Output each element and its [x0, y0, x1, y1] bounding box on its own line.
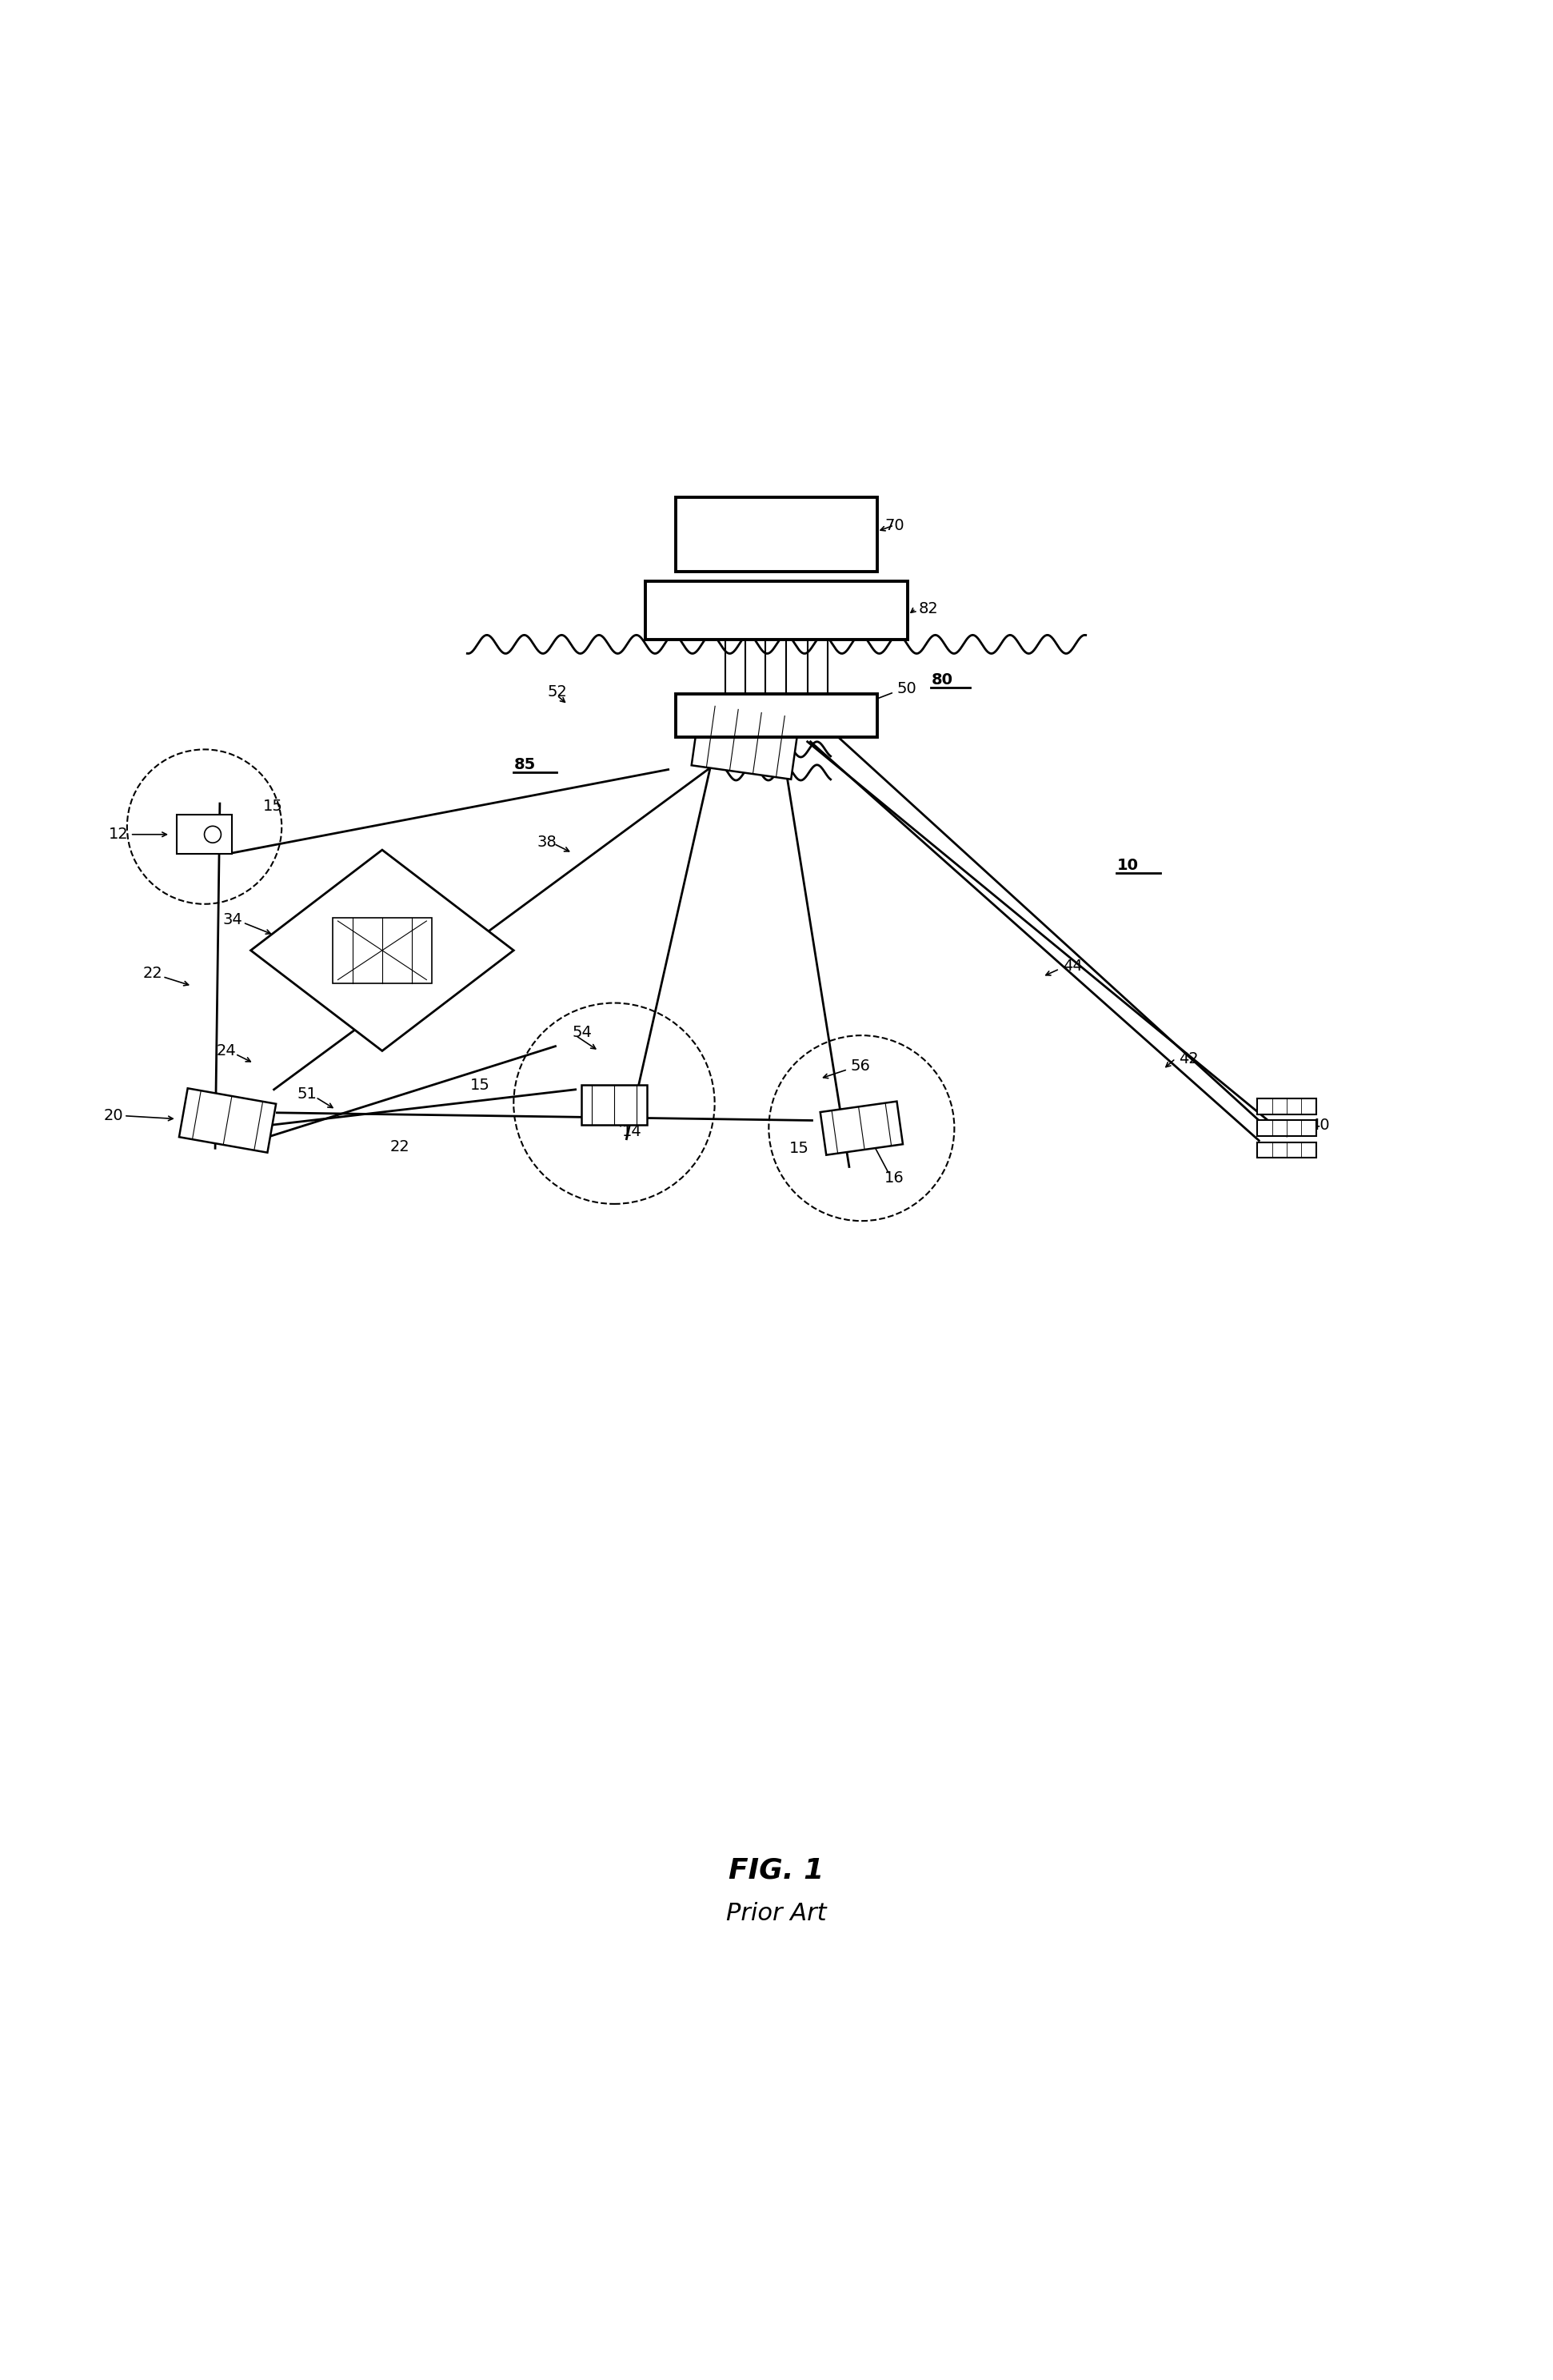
Text: 16: 16	[885, 1171, 904, 1185]
Bar	[676, 497, 877, 571]
Text: FIG. 1: FIG. 1	[728, 1856, 825, 1885]
Text: 40: 40	[1311, 1119, 1329, 1133]
Text: 56: 56	[851, 1059, 871, 1073]
Bar	[1258, 1142, 1317, 1157]
Text: 15: 15	[262, 800, 283, 814]
Bar	[1258, 1121, 1317, 1135]
Polygon shape	[179, 1088, 276, 1152]
Text: 24: 24	[217, 1042, 236, 1059]
Text: 82: 82	[919, 602, 938, 616]
Text: 15: 15	[471, 1078, 491, 1092]
Text: 50: 50	[898, 681, 916, 697]
Text: 80: 80	[932, 671, 952, 688]
Polygon shape	[820, 1102, 902, 1154]
Bar	[1258, 1100, 1317, 1114]
Text: 22: 22	[390, 1140, 410, 1154]
Text: Prior Art: Prior Art	[727, 1902, 826, 1925]
Circle shape	[205, 826, 221, 843]
Text: 14: 14	[621, 1123, 641, 1140]
Text: 42: 42	[1179, 1052, 1199, 1066]
Bar	[332, 919, 432, 983]
Bar	[644, 581, 909, 640]
Text: 12: 12	[109, 826, 129, 843]
Text: 10: 10	[1117, 857, 1138, 873]
Text: 22: 22	[143, 966, 163, 981]
Text: 51: 51	[297, 1088, 317, 1102]
Bar	[676, 693, 877, 738]
Text: 70: 70	[885, 519, 904, 533]
Text: 85: 85	[514, 757, 536, 774]
Text: 15: 15	[839, 721, 859, 738]
Text: 15: 15	[789, 1140, 809, 1157]
Text: 38: 38	[537, 835, 556, 850]
Polygon shape	[691, 704, 800, 778]
Text: 52: 52	[548, 685, 567, 700]
Text: 34: 34	[224, 912, 242, 928]
Polygon shape	[582, 1085, 646, 1126]
Text: 44: 44	[1062, 959, 1082, 973]
Polygon shape	[250, 850, 514, 1052]
Text: 20: 20	[104, 1109, 124, 1123]
Bar	[177, 814, 233, 854]
Text: 54: 54	[573, 1026, 592, 1040]
